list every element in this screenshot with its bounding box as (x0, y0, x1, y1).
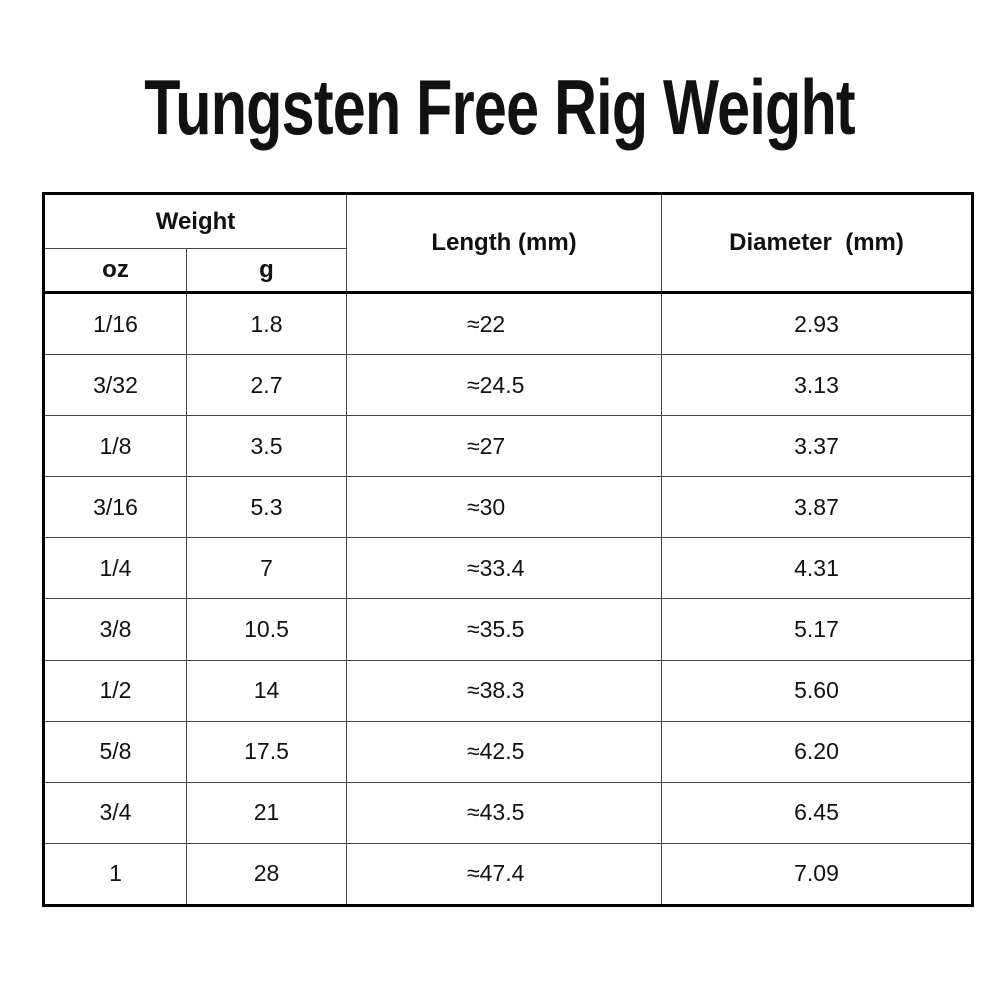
table-row: 1/4 7 ≈33.4 4.31 (43, 537, 974, 600)
cell-oz: 3/4 (43, 781, 187, 844)
cell-length: ≈33.4 (346, 537, 663, 600)
cell-length: ≈24.5 (346, 354, 663, 417)
table-row: 3/4 21 ≈43.5 6.45 (43, 781, 974, 844)
cell-diameter: 3.37 (661, 415, 974, 478)
header-g: g (185, 248, 348, 294)
cell-diameter: 3.13 (661, 354, 974, 417)
cell-g: 5.3 (185, 476, 348, 539)
cell-length: ≈30 (346, 476, 663, 539)
cell-oz: 1/8 (43, 415, 187, 478)
cell-length: ≈22 (346, 291, 663, 356)
cell-g: 3.5 (185, 415, 348, 478)
cell-oz: 5/8 (43, 720, 187, 783)
page-title: Tungsten Free Rig Weight (0, 62, 1000, 152)
table-row: 1 28 ≈47.4 7.09 (43, 842, 974, 907)
cell-diameter: 6.45 (661, 781, 974, 844)
cell-g: 1.8 (185, 291, 348, 356)
header-length: Length (mm) (346, 193, 663, 294)
cell-diameter: 5.17 (661, 598, 974, 661)
cell-oz: 1/16 (43, 291, 187, 356)
cell-oz: 1/4 (43, 537, 187, 600)
cell-diameter: 3.87 (661, 476, 974, 539)
cell-length: ≈38.3 (346, 659, 663, 722)
cell-g: 14 (185, 659, 348, 722)
cell-oz: 3/32 (43, 354, 187, 417)
header-weight: Weight (42, 193, 348, 249)
cell-length: ≈42.5 (346, 720, 663, 783)
cell-diameter: 2.93 (661, 291, 974, 356)
header-diameter: Diameter (mm) (661, 193, 974, 294)
weight-spec-table: Weight Length (mm) Diameter (mm) oz g 1/… (42, 192, 975, 907)
cell-length: ≈27 (346, 415, 663, 478)
cell-g: 17.5 (185, 720, 348, 783)
table-row: 5/8 17.5 ≈42.5 6.20 (43, 720, 974, 783)
cell-g: 2.7 (185, 354, 348, 417)
cell-diameter: 5.60 (661, 659, 974, 722)
cell-length: ≈47.4 (346, 842, 663, 907)
table-row: 3/32 2.7 ≈24.5 3.13 (43, 354, 974, 417)
cell-g: 21 (185, 781, 348, 844)
cell-length: ≈35.5 (346, 598, 663, 661)
table-row: 1/16 1.8 ≈22 2.93 (43, 291, 974, 356)
table-row: 1/8 3.5 ≈27 3.37 (43, 415, 974, 478)
table-row: 3/16 5.3 ≈30 3.87 (43, 476, 974, 539)
cell-diameter: 7.09 (661, 842, 974, 907)
header-oz: oz (43, 248, 187, 294)
cell-g: 7 (185, 537, 348, 600)
cell-oz: 3/8 (43, 598, 187, 661)
cell-length: ≈43.5 (346, 781, 663, 844)
cell-oz: 3/16 (43, 476, 187, 539)
cell-oz: 1 (43, 842, 187, 907)
table-row: 1/2 14 ≈38.3 5.60 (43, 659, 974, 722)
table-row: 3/8 10.5 ≈35.5 5.17 (43, 598, 974, 661)
cell-g: 28 (185, 842, 348, 907)
cell-diameter: 4.31 (661, 537, 974, 600)
cell-diameter: 6.20 (661, 720, 974, 783)
cell-g: 10.5 (185, 598, 348, 661)
title-text: Tungsten Free Rig Weight (144, 63, 856, 151)
cell-oz: 1/2 (43, 659, 187, 722)
